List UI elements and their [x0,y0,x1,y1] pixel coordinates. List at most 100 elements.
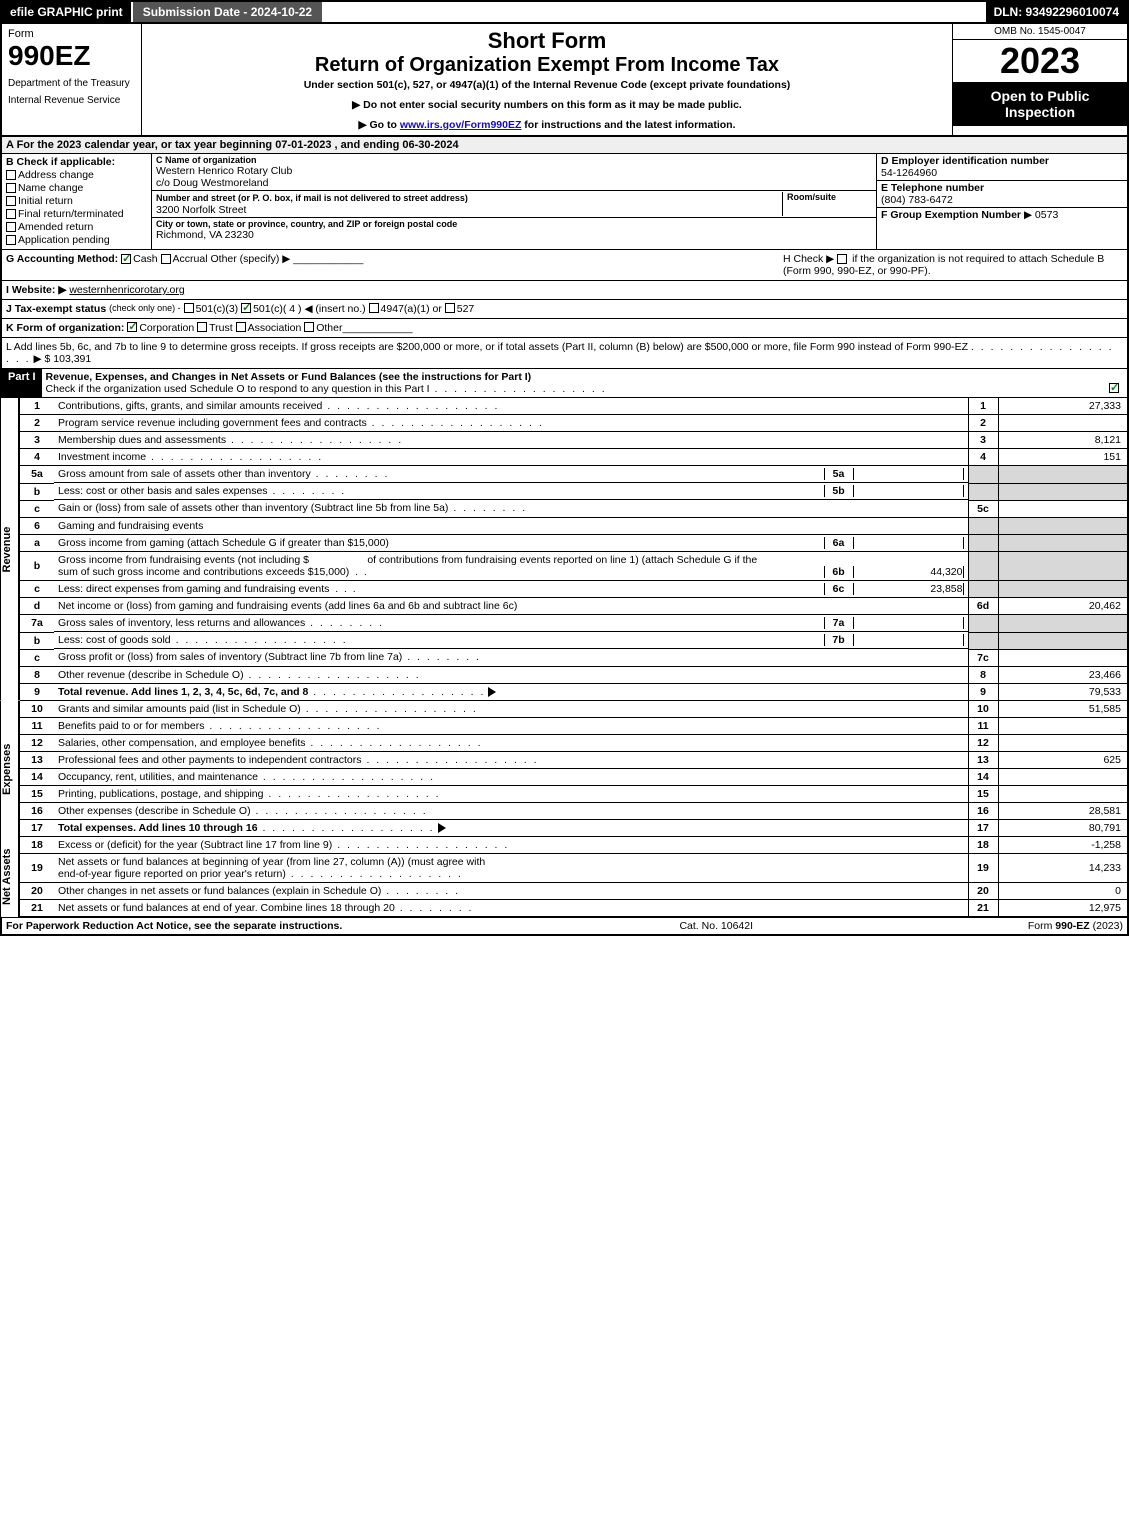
chk-schedule-b[interactable] [837,254,847,264]
tax-year: 2023 [953,40,1127,82]
net-assets-group: Net Assets 18Excess or (deficit) for the… [0,837,1129,917]
group-exempt-value: ▶ 0573 [1024,209,1058,221]
line-11: 11Benefits paid to or for members11 [20,717,1128,734]
chk-final-return[interactable]: Final return/terminated [6,208,147,220]
line-14: 14Occupancy, rent, utilities, and mainte… [20,768,1128,785]
part1-sub: Check if the organization used Schedule … [46,383,430,395]
footer-mid: Cat. No. 10642I [480,920,954,932]
chk-initial-return[interactable]: Initial return [6,195,147,207]
efile-print-button[interactable]: efile GRAPHIC print [2,2,131,22]
tax-exempt-row: J Tax-exempt status (check only one) - 5… [0,300,1129,319]
form-number: 990EZ [8,40,135,72]
chk-4947[interactable] [369,303,379,313]
line-21: 21Net assets or fund balances at end of … [20,899,1128,916]
phone-value: (804) 783-6472 [881,194,1123,206]
section-a-text: A For the 2023 calendar year, or tax yea… [6,139,459,151]
col-c: C Name of organization Western Henrico R… [152,154,877,249]
chk-address-change[interactable]: Address change [6,169,147,181]
chk-cash[interactable] [121,254,131,264]
line-7b: bLess: cost of goods sold7b [20,632,1128,649]
line-17: 17Total expenses. Add lines 10 through 1… [20,819,1128,836]
submission-date: Submission Date - 2024-10-22 [133,2,322,22]
goto-line: ▶ Go to www.irs.gov/Form990EZ for instru… [148,119,946,131]
top-bar: efile GRAPHIC print Submission Date - 20… [0,0,1129,24]
form-header: Form 990EZ Department of the Treasury In… [0,24,1129,137]
col-de: D Employer identification number 54-1264… [877,154,1127,249]
k-label: K Form of organization: [6,322,124,334]
group-exempt-label: F Group Exemption Number [881,209,1021,221]
goto-pre: ▶ Go to [359,119,400,131]
line-3: 3Membership dues and assessments38,121 [20,432,1128,449]
line-20: 20Other changes in net assets or fund ba… [20,882,1128,899]
line-10: 10Grants and similar amounts paid (list … [20,701,1128,718]
ein-label: D Employer identification number [881,155,1049,167]
org-name-1: Western Henrico Rotary Club [156,165,872,177]
line-7a: 7aGross sales of inventory, less returns… [20,615,1128,633]
city-value: Richmond, VA 23230 [156,229,872,241]
line-6: 6Gaming and fundraising events [20,517,1128,534]
l-text: L Add lines 5b, 6c, and 7b to line 9 to … [6,341,968,353]
room-label: Room/suite [782,192,872,216]
arrow-icon [438,823,446,833]
chk-assoc[interactable] [236,322,246,332]
part1-label: Part I [2,369,42,397]
col-b: B Check if applicable: Address change Na… [2,154,152,249]
line-19: 19Net assets or fund balances at beginni… [20,853,1128,882]
chk-527[interactable] [445,303,455,313]
chk-501c3[interactable] [184,303,194,313]
city-label: City or town, state or province, country… [156,219,872,229]
part1-title: Revenue, Expenses, and Changes in Net As… [46,371,532,383]
line-6d: dNet income or (loss) from gaming and fu… [20,598,1128,615]
irs-link[interactable]: www.irs.gov/Form990EZ [400,119,522,131]
chk-amended-return[interactable]: Amended return [6,221,147,233]
revenue-group: Revenue 1Contributions, gifts, grants, a… [0,398,1129,701]
chk-schedule-o[interactable] [1109,383,1119,393]
net-assets-table: 18Excess or (deficit) for the year (Subt… [20,837,1129,917]
part1-header: Part I Revenue, Expenses, and Changes in… [0,369,1129,398]
revenue-tab: Revenue [0,398,20,701]
chk-application-pending[interactable]: Application pending [6,234,147,246]
footer-left: For Paperwork Reduction Act Notice, see … [6,920,480,932]
info-row: B Check if applicable: Address change Na… [0,154,1129,250]
line-6b: bGross income from fundraising events (n… [20,552,1128,581]
gh-row: G Accounting Method: Cash Accrual Other … [0,250,1129,281]
chk-corp[interactable] [127,322,137,332]
line-18: 18Excess or (deficit) for the year (Subt… [20,837,1128,854]
line-12: 12Salaries, other compensation, and empl… [20,734,1128,751]
net-assets-tab: Net Assets [0,837,20,917]
section-a: A For the 2023 calendar year, or tax yea… [0,137,1129,154]
footer: For Paperwork Reduction Act Notice, see … [0,917,1129,936]
phone-label: E Telephone number [881,182,984,194]
line-5c: cGain or (loss) from sale of assets othe… [20,500,1128,517]
header-left: Form 990EZ Department of the Treasury In… [2,24,142,135]
ein-value: 54-1264960 [881,167,1123,179]
under-section: Under section 501(c), 527, or 4947(a)(1)… [148,79,946,91]
chk-trust[interactable] [197,322,207,332]
line-16: 16Other expenses (describe in Schedule O… [20,802,1128,819]
line-15: 15Printing, publications, postage, and s… [20,785,1128,802]
chk-name-change[interactable]: Name change [6,182,147,194]
street-label: Number and street (or P. O. box, if mail… [156,193,468,203]
j-label: J Tax-exempt status [6,303,106,315]
expenses-table: 10Grants and similar amounts paid (list … [20,701,1129,837]
short-form-title: Short Form [148,28,946,54]
website-label: I Website: ▶ [6,284,66,296]
chk-accrual[interactable] [161,254,171,264]
expenses-group: Expenses 10Grants and similar amounts pa… [0,701,1129,837]
website-value[interactable]: westernhenricorotary.org [69,284,184,296]
name-label: C Name of organization [156,155,872,165]
line-6c: cLess: direct expenses from gaming and f… [20,580,1128,598]
l-row: L Add lines 5b, 6c, and 7b to line 9 to … [0,338,1129,369]
line-8: 8Other revenue (describe in Schedule O)8… [20,666,1128,683]
street-value: 3200 Norfolk Street [156,204,782,216]
header-right: OMB No. 1545-0047 2023 Open to Public In… [952,24,1127,135]
dept-treasury: Department of the Treasury [8,78,135,89]
line-6a: aGross income from gaming (attach Schedu… [20,534,1128,552]
open-inspection: Open to Public Inspection [953,82,1127,126]
chk-other[interactable] [304,322,314,332]
do-not-ssn: ▶ Do not enter social security numbers o… [148,99,946,111]
line-4: 4Investment income4151 [20,449,1128,466]
org-name-2: c/o Doug Westmoreland [156,177,872,189]
accounting-method: G Accounting Method: Cash Accrual Other … [6,253,783,277]
chk-501c[interactable] [241,303,251,313]
